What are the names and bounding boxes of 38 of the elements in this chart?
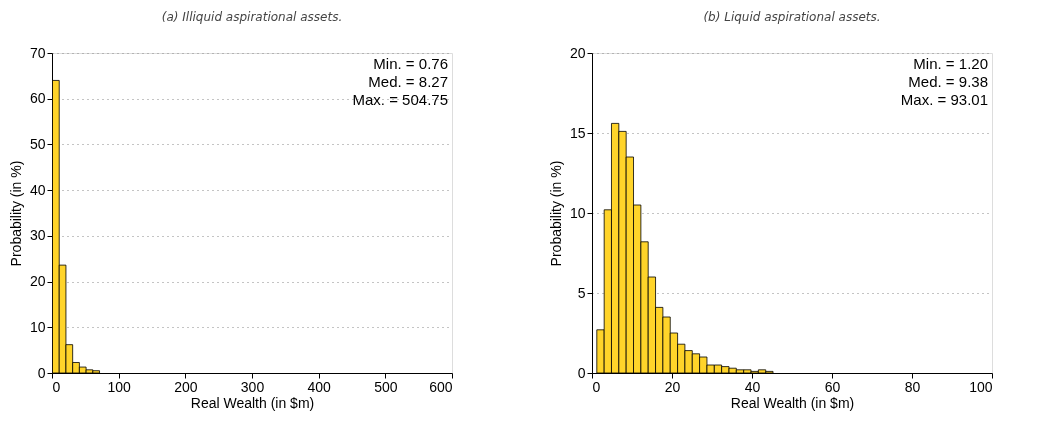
y-tick-label: 15 xyxy=(569,124,586,141)
x-tick-label: 0 xyxy=(592,378,601,395)
y-tick-label: 70 xyxy=(29,44,46,61)
y-tick-label: 60 xyxy=(29,90,46,107)
y-axis-title: Probability (in %) xyxy=(547,160,564,267)
x-tick-label: 600 xyxy=(429,378,453,395)
y-tick-label: 10 xyxy=(29,318,46,335)
x-tick-label: 60 xyxy=(824,378,841,395)
y-tick-label: 20 xyxy=(29,273,46,290)
x-tick-label: 100 xyxy=(969,378,993,395)
x-axis-title: Real Wealth (in $m) xyxy=(190,394,315,411)
x-tick-label: 500 xyxy=(374,378,398,395)
x-tick-label: 20 xyxy=(664,378,681,395)
y-axis-title: Probability (in %) xyxy=(7,160,24,267)
x-tick-label: 0 xyxy=(52,378,61,395)
y-tick-label: 20 xyxy=(569,44,586,61)
x-tick-label: 400 xyxy=(307,378,332,395)
y-tick-label: 30 xyxy=(29,227,46,244)
y-tick-label: 40 xyxy=(29,181,46,198)
annotation: Med. = 9.38 xyxy=(908,73,988,90)
x-tick-label: 100 xyxy=(107,378,132,395)
x-tick-label: 80 xyxy=(904,378,921,395)
y-tick-label: 50 xyxy=(29,135,46,152)
y-tick-label: 0 xyxy=(37,364,46,381)
x-tick-label: 40 xyxy=(744,378,761,395)
annotation: Max. = 93.01 xyxy=(900,91,988,108)
y-tick-label: 10 xyxy=(569,204,586,221)
annotation: Med. = 8.27 xyxy=(368,73,448,90)
annotation: Min. = 1.20 xyxy=(913,55,988,72)
y-tick-label: 5 xyxy=(577,284,586,301)
x-tick-label: 300 xyxy=(240,378,265,395)
x-axis-title: Real Wealth (in $m) xyxy=(730,394,855,411)
annotation: Min. = 0.76 xyxy=(373,55,448,72)
y-tick-label: 0 xyxy=(577,364,586,381)
chart-title: (a) Illiquid aspirational assets. xyxy=(161,10,343,24)
annotation: Max. = 504.75 xyxy=(352,91,448,108)
chart-title: (b) Liquid aspirational assets. xyxy=(703,10,881,24)
x-tick-label: 200 xyxy=(174,378,198,395)
